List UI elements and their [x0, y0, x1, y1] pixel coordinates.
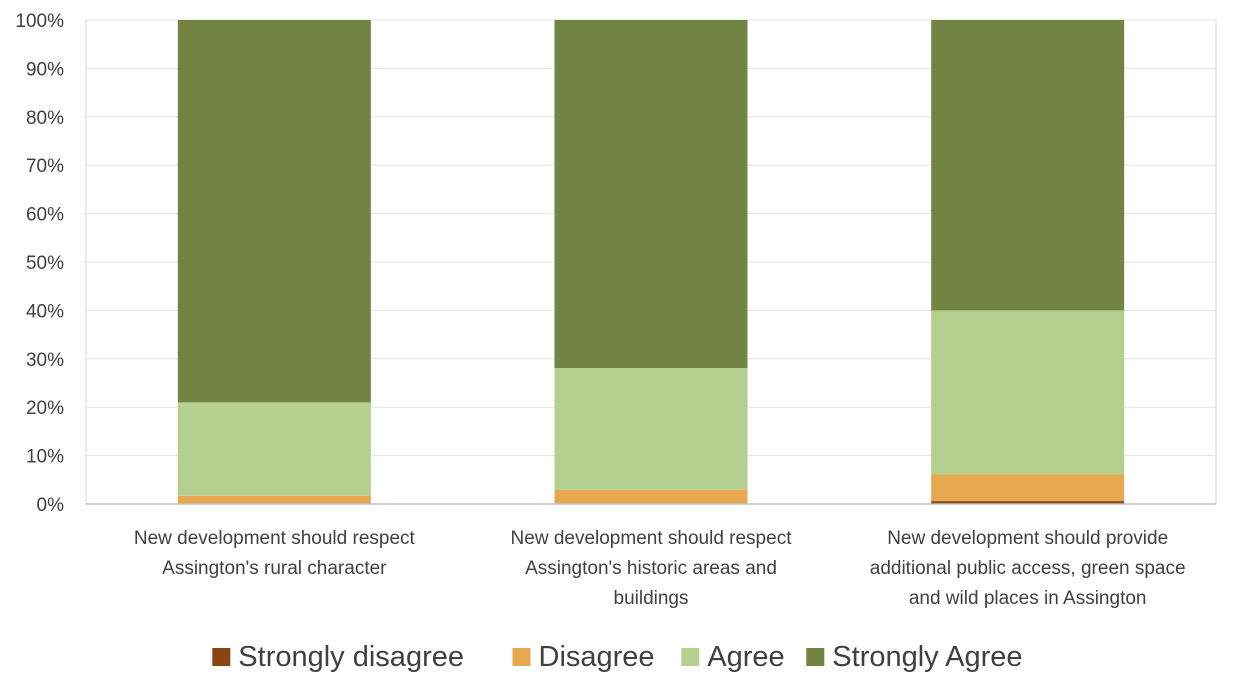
x-tick-label: New development should respect — [134, 528, 416, 549]
legend-label: Disagree — [539, 641, 655, 673]
bar-segment — [931, 310, 1125, 475]
bar-segment — [931, 474, 1125, 502]
bar-segment — [177, 20, 371, 403]
x-tick-label: and wild places in Assington — [909, 588, 1147, 609]
bar-segment — [554, 489, 748, 504]
legend-label: Strongly Agree — [832, 641, 1022, 673]
x-tick-label: New development should provide — [887, 528, 1168, 549]
x-tick-label: additional public access, green space — [870, 558, 1186, 579]
x-tick-label: Assington's historic areas and — [525, 558, 777, 579]
x-tick-label: New development should respect — [511, 528, 793, 549]
legend-label: Agree — [707, 641, 784, 673]
y-tick-label: 60% — [26, 205, 64, 226]
bar-segment — [931, 20, 1125, 311]
y-tick-label: 100% — [15, 11, 64, 32]
x-tick-label: Assington's rural character — [162, 558, 387, 579]
y-tick-label: 0% — [37, 495, 65, 516]
bar-segment — [177, 495, 371, 504]
bar-segment — [554, 20, 748, 368]
legend-swatch — [806, 648, 825, 666]
x-tick-label: buildings — [614, 588, 689, 609]
bar-segment — [931, 501, 1125, 504]
y-tick-label: 40% — [26, 301, 64, 322]
y-tick-label: 70% — [26, 156, 64, 177]
y-tick-label: 20% — [26, 398, 64, 419]
legend-swatch — [212, 648, 231, 666]
y-tick-label: 90% — [26, 59, 64, 80]
legend-swatch — [512, 648, 531, 666]
legend-label: Strongly disagree — [238, 641, 464, 673]
bar-segment — [554, 367, 748, 490]
y-tick-label: 80% — [26, 108, 64, 129]
bar-segment — [177, 402, 371, 496]
y-tick-label: 10% — [26, 447, 64, 468]
y-tick-label: 30% — [26, 350, 64, 371]
y-tick-label: 50% — [26, 253, 64, 274]
legend-swatch — [681, 648, 700, 666]
